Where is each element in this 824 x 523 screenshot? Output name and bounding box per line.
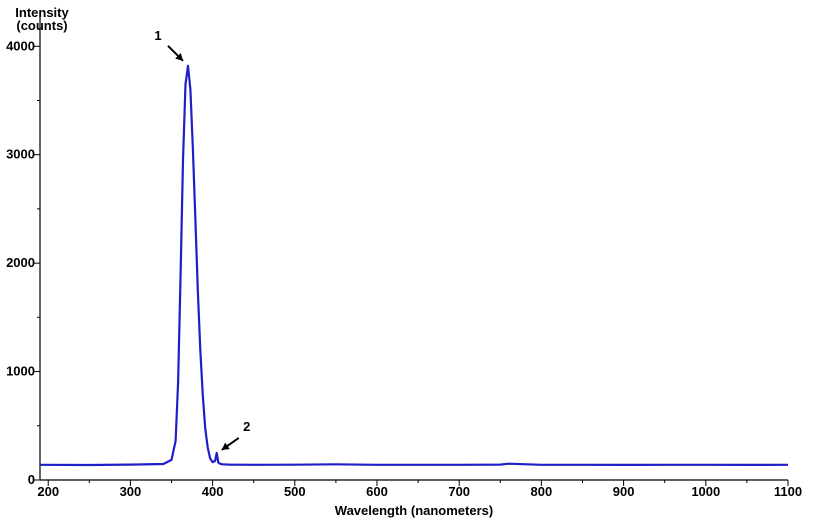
annotation-arrow-head <box>175 53 183 61</box>
x-tick-label: 700 <box>448 484 470 499</box>
series-layer <box>39 64 789 467</box>
x-tick-label: 500 <box>284 484 306 499</box>
y-axis-title-line: (counts) <box>16 18 67 33</box>
x-tick-label: 200 <box>37 484 59 499</box>
axes <box>39 16 788 481</box>
annotation-layer: 12 <box>154 28 250 451</box>
annotation-label: 1 <box>154 28 161 43</box>
y-axis-title-line: Intensity <box>15 5 69 20</box>
x-tick-label: 600 <box>366 484 388 499</box>
x-tick-label: 400 <box>202 484 224 499</box>
spectrum-line <box>39 64 789 467</box>
y-axis-title: Intensity (counts) <box>15 5 69 33</box>
annotation-label: 2 <box>243 419 250 434</box>
y-tick-label: 1000 <box>6 364 35 379</box>
y-tick-label: 4000 <box>6 38 35 53</box>
x-axis-title: Wavelength (nanometers) <box>335 503 493 518</box>
x-tick-label: 800 <box>531 484 553 499</box>
x-tick-label: 1100 <box>774 484 802 499</box>
y-ticks: 0 1000 2000 3000 4000 <box>6 38 40 487</box>
x-tick-label: 900 <box>613 484 635 499</box>
y-tick-label: 3000 <box>6 147 35 162</box>
x-tick-label: 1000 <box>691 484 720 499</box>
y-tick-label: 2000 <box>6 255 35 270</box>
x-ticks: 200 300 400 500 600 700 800 900 1000 1100 <box>37 480 802 499</box>
y-tick-label: 0 <box>28 472 35 487</box>
annotation-arrow-head <box>221 442 230 450</box>
x-tick-label: 300 <box>120 484 142 499</box>
